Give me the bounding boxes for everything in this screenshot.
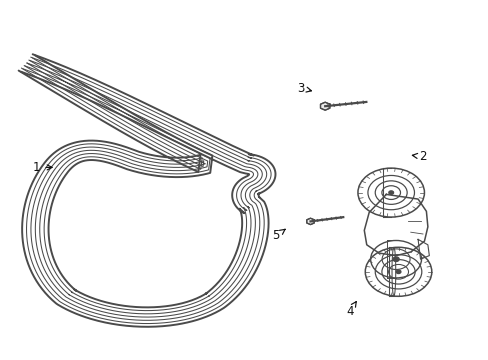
Text: 5: 5 bbox=[272, 229, 285, 242]
Text: 4: 4 bbox=[345, 302, 356, 318]
Polygon shape bbox=[320, 102, 329, 110]
Circle shape bbox=[388, 191, 393, 194]
Text: 3: 3 bbox=[296, 82, 311, 95]
Text: 2: 2 bbox=[411, 150, 426, 163]
Polygon shape bbox=[306, 218, 314, 225]
Circle shape bbox=[395, 270, 400, 274]
Text: 1: 1 bbox=[33, 161, 52, 174]
Circle shape bbox=[392, 257, 398, 261]
